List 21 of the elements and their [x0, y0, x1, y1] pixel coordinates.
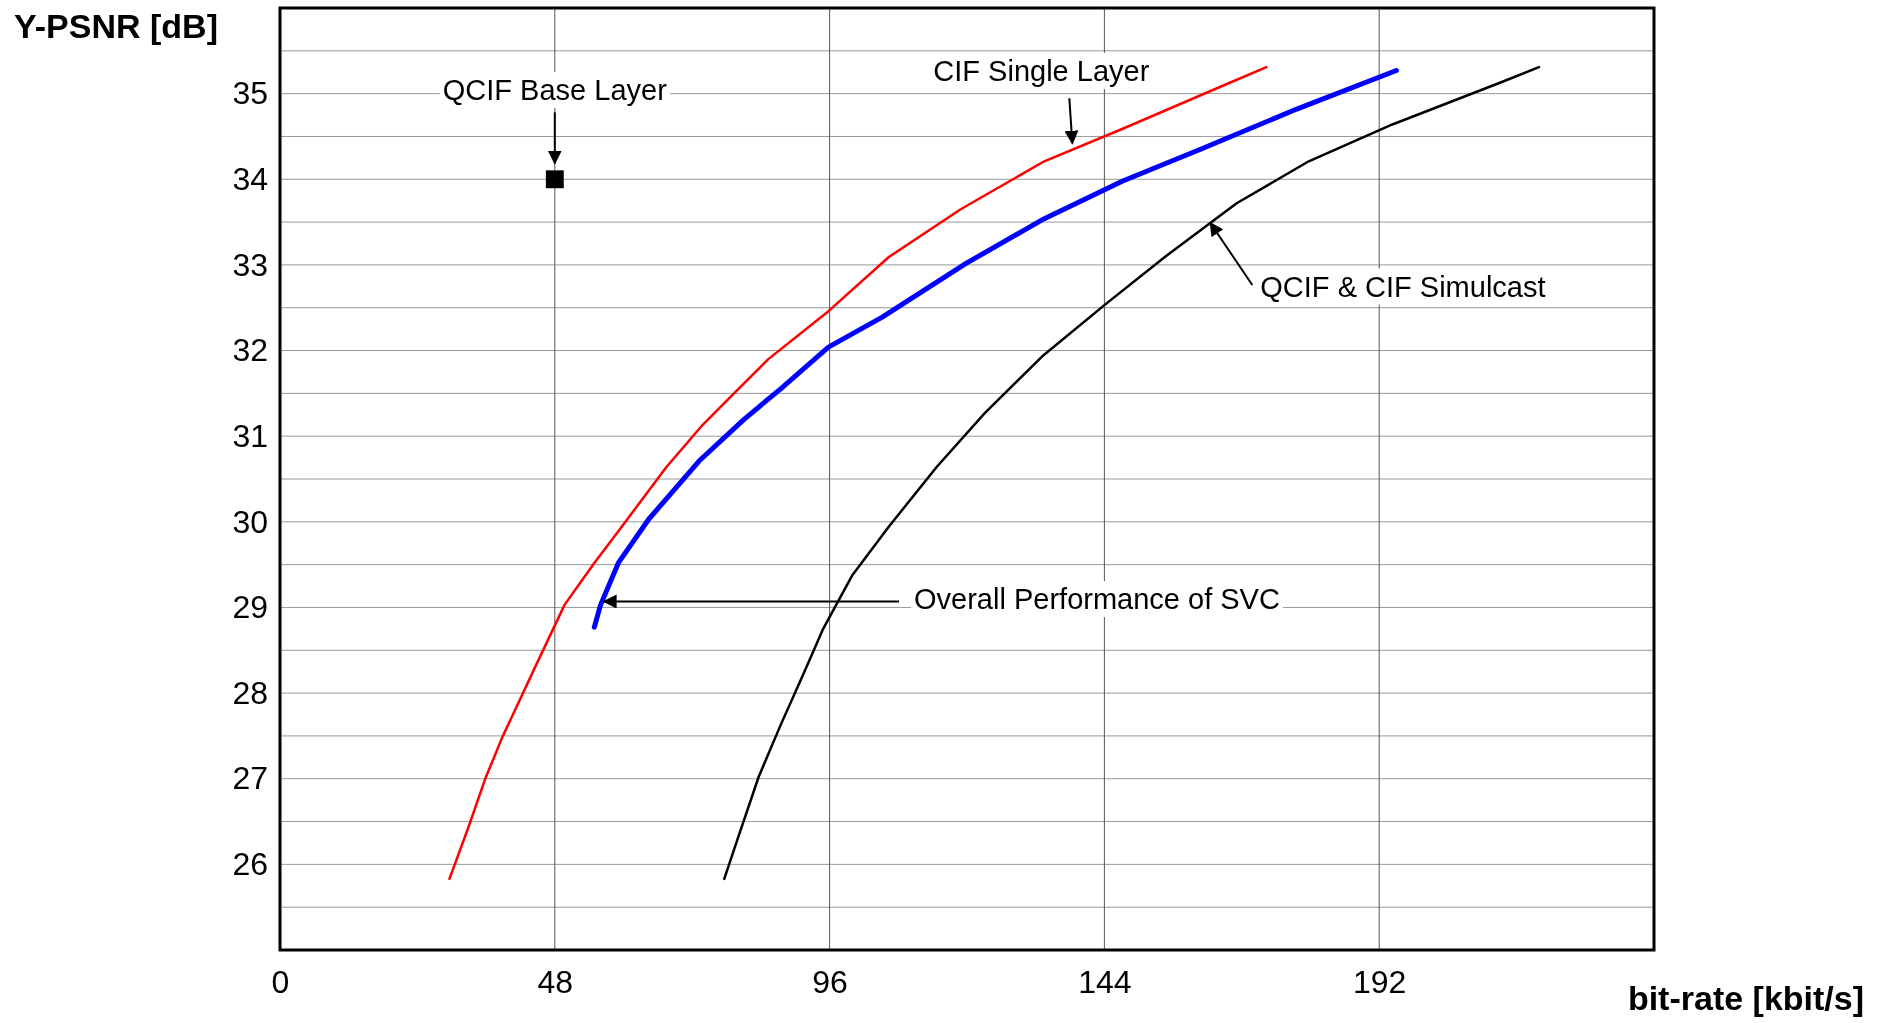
- y-tick-label: 35: [232, 75, 268, 112]
- y-tick-label: 27: [232, 760, 268, 797]
- x-tick-label: 0: [271, 963, 290, 1000]
- y-tick-label: 33: [232, 246, 268, 283]
- x-tick-label: 96: [812, 963, 848, 1000]
- x-tick-label: 192: [1353, 963, 1407, 1000]
- annotation: QCIF Base Layer: [442, 73, 668, 106]
- annotation: QCIF & CIF Simulcast: [1260, 270, 1546, 303]
- y-tick-label: 30: [232, 503, 268, 540]
- x-axis-title: bit-rate [kbit/s]: [1627, 979, 1864, 1017]
- annotation: Overall Performance of SVC: [914, 583, 1280, 616]
- y-tick-label: 32: [232, 332, 268, 369]
- y-tick-label: 28: [232, 674, 268, 711]
- y-axis-title: Y-PSNR [dB]: [14, 7, 218, 45]
- y-tick-label: 31: [232, 417, 268, 454]
- y-tick-label: 34: [232, 161, 268, 198]
- y-tick-label: 26: [232, 846, 268, 883]
- x-tick-label: 144: [1078, 963, 1132, 1000]
- x-tick-label: 48: [537, 963, 574, 1000]
- annotation: CIF Single Layer: [933, 54, 1150, 87]
- y-tick-label: 29: [232, 589, 268, 626]
